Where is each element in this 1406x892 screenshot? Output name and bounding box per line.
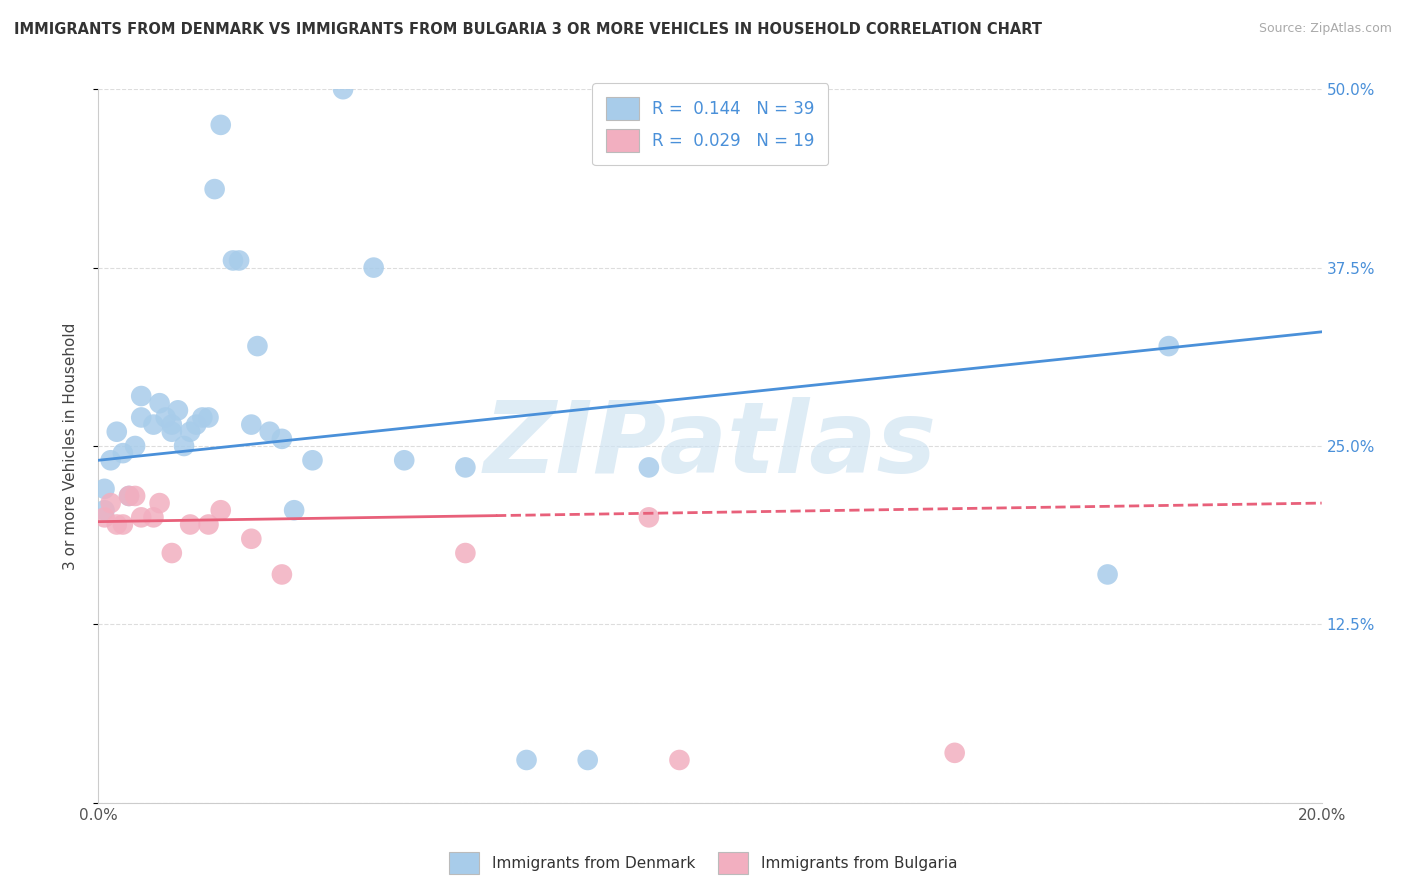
Point <box>93 510 115 524</box>
Text: ZIPatlas: ZIPatlas <box>484 398 936 494</box>
Point <box>1097 567 1119 582</box>
Point <box>332 82 354 96</box>
Point <box>637 460 661 475</box>
Point <box>100 496 122 510</box>
Point <box>118 489 141 503</box>
Point <box>186 417 208 432</box>
Point <box>100 453 122 467</box>
Point <box>1157 339 1180 353</box>
Point <box>160 417 183 432</box>
Point <box>209 118 232 132</box>
Point <box>142 417 165 432</box>
Point <box>637 510 661 524</box>
Point <box>111 446 134 460</box>
Point <box>209 503 232 517</box>
Point <box>943 746 966 760</box>
Point <box>167 403 190 417</box>
Point <box>124 489 146 503</box>
Point <box>142 510 165 524</box>
Point <box>160 425 183 439</box>
Point <box>93 503 115 517</box>
Point <box>111 517 134 532</box>
Point <box>105 425 128 439</box>
Point <box>179 425 201 439</box>
Point <box>204 182 226 196</box>
Point <box>283 503 305 517</box>
Point <box>240 532 263 546</box>
Point <box>228 253 250 268</box>
Point <box>129 510 152 524</box>
Point <box>516 753 538 767</box>
Point <box>197 410 219 425</box>
Text: IMMIGRANTS FROM DENMARK VS IMMIGRANTS FROM BULGARIA 3 OR MORE VEHICLES IN HOUSEH: IMMIGRANTS FROM DENMARK VS IMMIGRANTS FR… <box>14 22 1042 37</box>
Point <box>240 417 263 432</box>
Point <box>149 396 172 410</box>
Point <box>105 517 128 532</box>
Point <box>155 410 177 425</box>
Point <box>197 517 219 532</box>
Text: Source: ZipAtlas.com: Source: ZipAtlas.com <box>1258 22 1392 36</box>
Point <box>363 260 385 275</box>
Point <box>93 482 115 496</box>
Point <box>270 432 292 446</box>
Point <box>160 546 183 560</box>
Point <box>129 410 152 425</box>
Y-axis label: 3 or more Vehicles in Household: 3 or more Vehicles in Household <box>63 322 77 570</box>
Point <box>270 567 292 582</box>
Point <box>191 410 214 425</box>
Legend: Immigrants from Denmark, Immigrants from Bulgaria: Immigrants from Denmark, Immigrants from… <box>443 846 963 880</box>
Point <box>259 425 281 439</box>
Point <box>301 453 323 467</box>
Point <box>173 439 195 453</box>
Point <box>454 460 477 475</box>
Point <box>179 517 201 532</box>
Point <box>576 753 599 767</box>
Point <box>246 339 269 353</box>
Point <box>668 753 690 767</box>
Point <box>118 489 141 503</box>
Point <box>124 439 146 453</box>
Point <box>222 253 245 268</box>
Legend: R =  0.144   N = 39, R =  0.029   N = 19: R = 0.144 N = 39, R = 0.029 N = 19 <box>592 83 828 165</box>
Point <box>149 496 172 510</box>
Point <box>392 453 416 467</box>
Point <box>129 389 152 403</box>
Point <box>454 546 477 560</box>
